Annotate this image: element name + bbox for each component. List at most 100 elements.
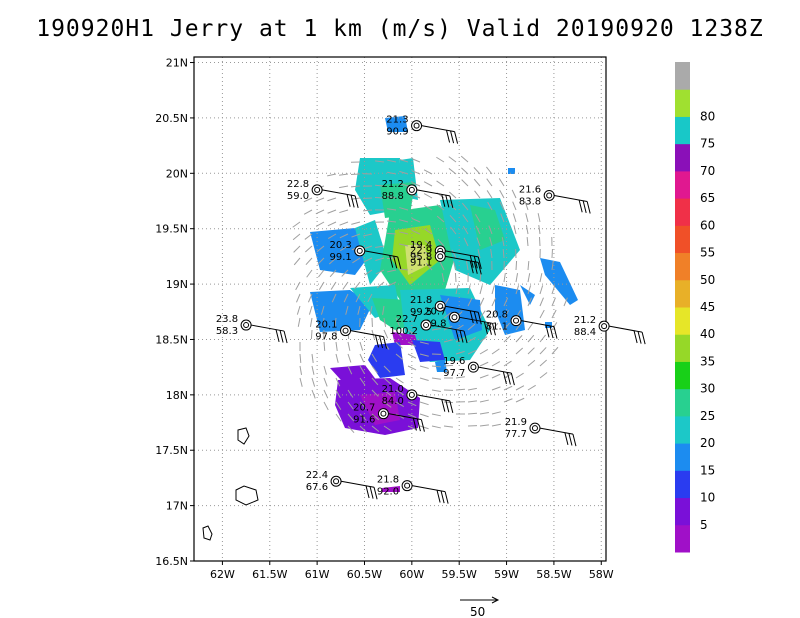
- wind-vector: [350, 173, 361, 176]
- station-ring-inner: [546, 192, 553, 199]
- station-ring-inner: [380, 410, 387, 417]
- wind-vector: [551, 309, 557, 319]
- wind-vector: [503, 297, 509, 307]
- wind-vector: [551, 322, 558, 331]
- lat-label: 20.5N: [155, 112, 188, 125]
- wind-vector: [436, 215, 445, 223]
- station-temp: 22.7: [396, 314, 418, 325]
- wind-vector: [386, 232, 397, 235]
- station-ring: [529, 422, 541, 434]
- wind-barb-flag: [450, 130, 455, 144]
- wind-barb-flag: [275, 329, 280, 342]
- wind-barb: [416, 394, 450, 402]
- wind-barb-flag: [279, 330, 284, 343]
- wind-vector: [317, 257, 325, 265]
- wind-vector: [342, 281, 349, 290]
- wind-vector: [419, 365, 429, 369]
- station-marker: 21.899.5: [410, 295, 482, 325]
- station-marker: 20.881.1: [486, 310, 558, 339]
- station-temp: 22.8: [287, 179, 309, 190]
- station-value: 91.6: [353, 415, 375, 426]
- wind-vector: [363, 245, 373, 250]
- wind-vector: [310, 329, 313, 340]
- wind-vector: [307, 293, 313, 303]
- wind-vector: [511, 189, 517, 199]
- wind-vector: [329, 269, 337, 278]
- wind-vector: [387, 159, 397, 163]
- wind-vector: [335, 353, 339, 363]
- wind-vector: [424, 251, 433, 259]
- wind-vector: [399, 231, 409, 235]
- reference-vector-label: 50: [470, 605, 485, 618]
- wind-vector: [395, 341, 403, 349]
- wind-vector: [311, 389, 316, 399]
- wind-barb: [251, 324, 285, 332]
- wind-vector: [490, 249, 493, 259]
- wind-barb-flag: [397, 256, 402, 269]
- wind-vector: [475, 213, 481, 223]
- wind-vector: [474, 190, 481, 199]
- station-ring-inner: [314, 186, 321, 193]
- station-ring-inner: [601, 323, 608, 330]
- wind-barb-flag: [350, 195, 355, 208]
- wind-vector: [486, 190, 493, 199]
- wind-vector: [419, 377, 429, 382]
- wind-vector: [339, 173, 349, 176]
- wind-vector: [443, 425, 453, 428]
- wind-vector: [299, 377, 303, 387]
- wind-vector: [323, 389, 329, 399]
- lat-label: 20N: [166, 167, 188, 180]
- wind-vector: [327, 209, 337, 214]
- axis-labels: 21N 20.5N 20N 19.5N 19N 18.5N 18N 17.5N 17N 16.5N…: [155, 57, 614, 581]
- wind-vector: [537, 213, 541, 223]
- wind-vector: [463, 237, 469, 247]
- station-ring: [510, 315, 522, 327]
- wind-barb-flag: [487, 322, 492, 335]
- station-marker: 20.399.1: [329, 240, 402, 269]
- lon-label: 62W: [210, 568, 235, 581]
- wind-vector: [383, 377, 392, 385]
- station-marker: 21.288.8: [382, 179, 454, 209]
- colorbar-swatch: [675, 170, 690, 199]
- wind-barb-flag: [454, 131, 459, 144]
- wind-vector: [491, 348, 500, 355]
- wind-barb: [421, 125, 455, 133]
- wind-barb-flag: [416, 418, 421, 432]
- wind-vector: [515, 372, 524, 379]
- station-temp: 21.8: [377, 475, 399, 486]
- wind-barb-flag: [568, 433, 573, 446]
- wind-vector: [479, 412, 489, 415]
- station-marker: 20.791.6: [353, 403, 425, 432]
- wind-vector: [515, 397, 525, 403]
- wind-vector: [527, 260, 530, 271]
- station-ring: [311, 184, 323, 196]
- wind-vector: [479, 285, 483, 295]
- wind-vector: [479, 310, 486, 319]
- wind-vector: [436, 204, 445, 211]
- wind-vector: [431, 377, 441, 380]
- colorbar-label: 45: [700, 300, 715, 314]
- wind-barb-flag: [441, 399, 446, 412]
- station-marker: 20.799.8: [424, 306, 496, 336]
- wind-vector: [503, 273, 506, 283]
- wind-vector: [487, 201, 493, 211]
- wind-vector: [322, 317, 325, 327]
- wind-vector: [407, 425, 417, 431]
- station-temp: 20.7: [424, 306, 446, 317]
- colorbar-swatch: [675, 116, 690, 145]
- wind-vector: [525, 213, 529, 223]
- station-ring-inner: [404, 482, 411, 489]
- wind-vector: [467, 412, 478, 415]
- colorbar-label: 15: [700, 463, 715, 477]
- wind-vector: [395, 353, 404, 361]
- colorbar-label: 65: [700, 191, 715, 205]
- station-temp: 20.1: [315, 320, 337, 331]
- wind-vector: [308, 305, 313, 315]
- wind-vector: [424, 228, 433, 235]
- station-ring: [330, 475, 342, 487]
- wind-vector: [359, 425, 367, 433]
- wind-vector: [387, 208, 397, 211]
- wind-vector: [305, 257, 313, 265]
- wind-vector: [479, 336, 488, 343]
